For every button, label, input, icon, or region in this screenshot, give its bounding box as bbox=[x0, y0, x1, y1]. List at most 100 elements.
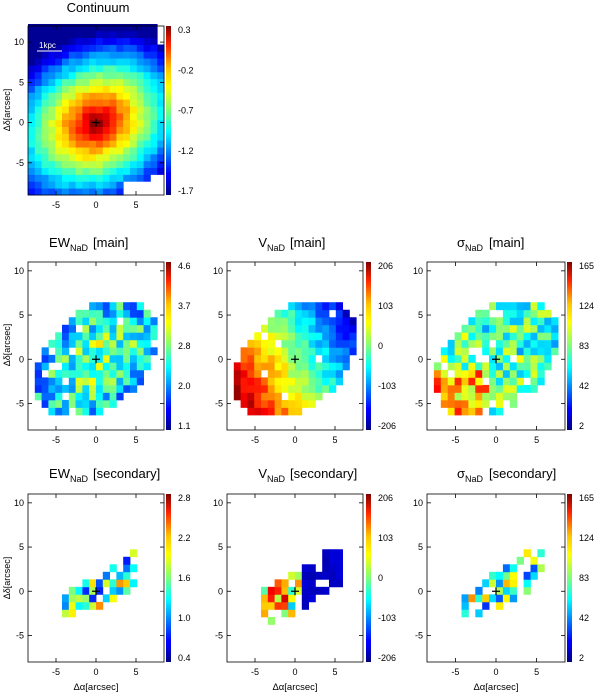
heatmap-cell bbox=[509, 309, 518, 318]
y-tick-label: 10 bbox=[413, 266, 423, 276]
y-tick-label: -5 bbox=[16, 398, 24, 408]
heatmap-cell bbox=[295, 317, 303, 326]
panel-v-sec: VNaD [secondary] Δα[arcsec] bbox=[226, 466, 371, 693]
heatmap-cell bbox=[34, 126, 42, 134]
heatmap-cell bbox=[55, 106, 63, 114]
heatmap-cell bbox=[308, 564, 316, 573]
heatmap-cell bbox=[329, 339, 337, 348]
heatmap-cell bbox=[496, 601, 504, 610]
heatmap-cell bbox=[109, 44, 117, 52]
heatmap-cell bbox=[509, 579, 518, 588]
heatmap-cell bbox=[48, 58, 56, 66]
heatmap-cell bbox=[41, 99, 49, 107]
heatmap-cell bbox=[109, 354, 117, 363]
heatmap-cell bbox=[116, 65, 124, 73]
colorbar-label: 2.2 bbox=[178, 533, 191, 543]
heatmap-cell bbox=[130, 133, 138, 141]
heatmap-cell bbox=[28, 181, 36, 189]
heatmap-cell bbox=[544, 339, 552, 348]
heatmap-cell bbox=[82, 354, 90, 363]
heatmap-cell bbox=[109, 594, 117, 603]
heatmap-cell bbox=[440, 399, 449, 408]
heatmap-cell bbox=[130, 174, 138, 182]
heatmap-cell bbox=[123, 85, 131, 93]
heatmap-cell bbox=[68, 317, 76, 326]
heatmap-cell bbox=[68, 99, 76, 107]
heatmap-cell bbox=[130, 167, 138, 175]
heatmap-cell bbox=[116, 377, 124, 386]
heatmap-cell bbox=[329, 377, 337, 386]
heatmap-cell bbox=[48, 23, 56, 32]
heatmap-cell bbox=[157, 112, 165, 121]
heatmap-cell bbox=[102, 30, 110, 39]
heatmap-cell bbox=[41, 71, 49, 80]
heatmap-cell bbox=[130, 99, 138, 107]
heatmap-cell bbox=[468, 369, 476, 378]
heatmap-cell bbox=[509, 564, 518, 573]
heatmap-cell bbox=[516, 324, 524, 333]
heatmap-cell bbox=[123, 384, 131, 393]
colorbar-label: 165 bbox=[579, 493, 594, 503]
heatmap-cell bbox=[136, 119, 144, 127]
heatmap-cell bbox=[143, 65, 151, 73]
heatmap-cell bbox=[482, 339, 490, 348]
heatmap-cell bbox=[143, 119, 151, 127]
heatmap-cell bbox=[68, 167, 76, 175]
y-tick-label: 10 bbox=[413, 498, 423, 508]
heatmap-cell bbox=[281, 586, 289, 595]
heatmap-cell bbox=[116, 119, 124, 127]
heatmap-cell bbox=[116, 302, 124, 311]
heatmap-cell bbox=[96, 324, 104, 333]
heatmap-cell bbox=[315, 309, 323, 318]
heatmap-cell bbox=[34, 65, 42, 73]
heatmap-cell bbox=[75, 78, 83, 86]
heatmap-cell bbox=[150, 92, 158, 100]
y-tick-label: 5 bbox=[218, 310, 223, 320]
heatmap-cell bbox=[150, 23, 158, 32]
heatmap-cell bbox=[136, 126, 144, 134]
heatmap-cell bbox=[109, 99, 117, 107]
heatmap-cell bbox=[123, 354, 131, 363]
heatmap-cell bbox=[123, 317, 131, 326]
heatmap-cell bbox=[62, 324, 70, 333]
heatmap-cell bbox=[109, 324, 117, 333]
heatmap-cell bbox=[116, 347, 124, 356]
heatmap-cell bbox=[102, 65, 110, 73]
heatmap-cell bbox=[261, 407, 269, 416]
heatmap-cell bbox=[34, 51, 42, 59]
heatmap-cell bbox=[288, 399, 296, 408]
heatmap-cell bbox=[62, 30, 70, 39]
heatmap-cell bbox=[62, 153, 70, 162]
y-tick-label: -5 bbox=[215, 630, 223, 640]
heatmap-cell bbox=[68, 44, 76, 52]
heatmap-cell bbox=[509, 384, 518, 393]
heatmap-cell bbox=[322, 324, 330, 333]
heatmap-cell bbox=[55, 384, 63, 393]
heatmap-cell bbox=[482, 601, 490, 610]
heatmap-cell bbox=[329, 362, 337, 371]
heatmap-cell bbox=[96, 71, 104, 80]
heatmap-cell bbox=[96, 65, 104, 73]
heatmap-cell bbox=[516, 369, 524, 378]
heatmap-cell bbox=[288, 384, 296, 393]
heatmap-cell bbox=[150, 140, 158, 148]
heatmap-cell bbox=[308, 377, 316, 386]
center-marker bbox=[291, 355, 299, 364]
heatmap-cell bbox=[335, 339, 343, 348]
heatmap-cell bbox=[55, 354, 63, 363]
heatmap-cell bbox=[502, 392, 511, 401]
heatmap-cell bbox=[41, 92, 49, 100]
heatmap-cell bbox=[62, 399, 70, 408]
heatmap-cell bbox=[89, 377, 97, 386]
heatmap-cell bbox=[48, 399, 56, 408]
heatmap-cell bbox=[461, 347, 469, 356]
heatmap-cell bbox=[41, 23, 49, 32]
heatmap-cell bbox=[489, 369, 497, 378]
heatmap-cell bbox=[96, 92, 104, 100]
heatmap-cell bbox=[157, 167, 165, 175]
colorbar-label: -0.7 bbox=[178, 106, 194, 116]
heatmap-cell bbox=[102, 181, 110, 189]
heatmap-cell bbox=[109, 153, 117, 162]
center-marker bbox=[92, 587, 100, 596]
heatmap-cell bbox=[96, 147, 104, 155]
